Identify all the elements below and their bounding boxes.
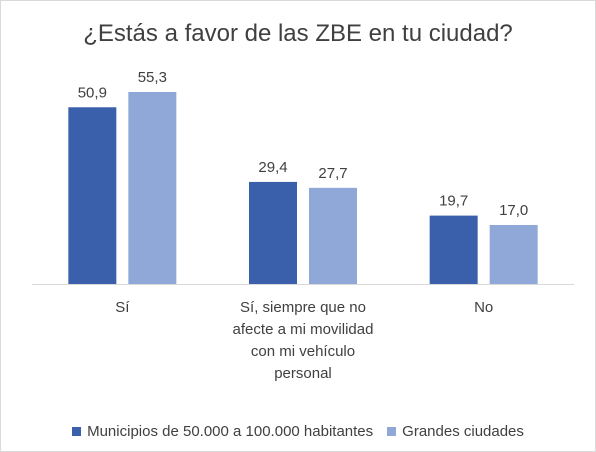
category-label-line: Sí, siempre que no [240,299,366,316]
data-label-si-siempre-que-no-series-0: 29,4 [258,159,287,176]
legend: Municipios de 50.000 a 100.000 habitante… [0,423,596,440]
bar-si-series-0 [68,107,117,284]
bar-si-series-1 [128,92,177,284]
bar-no-series-1 [489,224,538,284]
category-label-line: Sí [115,299,130,316]
bar-si-siempre-que-no-series-1 [309,187,357,284]
bar-si-siempre-que-no-series-0 [249,181,297,284]
chart-title: ¿Estás a favor de las ZBE en tu ciudad? [83,20,513,47]
category-label-no: No [389,297,579,319]
category-label-line: con mi vehículo [250,343,356,360]
legend-item-municipios: Municipios de 50.000 a 100.000 habitante… [72,423,373,440]
legend-item-grandes-ciudades: Grandes ciudades [387,423,524,440]
bar-no-series-0 [429,215,478,284]
category-label-si: Sí [27,297,217,319]
category-label-line: No [474,299,494,316]
data-label-si-siempre-que-no-series-1: 27,7 [318,165,347,182]
legend-swatch-grandes-ciudades [387,427,397,436]
category-label-si-siempre-que-no: Sí, siempre que no afecte a mi movilidad c… [208,297,398,385]
data-label-no-series-0: 19,7 [439,193,468,210]
legend-label-grandes-ciudades: Grandes ciudades [402,423,524,440]
category-label-line: personal [274,365,332,382]
data-label-si-series-0: 50,9 [78,84,107,101]
data-label-si-series-1: 55,3 [138,69,167,86]
data-label-no-series-1: 17,0 [499,202,528,219]
legend-swatch-municipios [72,427,82,436]
category-label-line: afecte a mi movilidad [232,321,374,338]
legend-label-municipios: Municipios de 50.000 a 100.000 habitante… [87,423,374,440]
